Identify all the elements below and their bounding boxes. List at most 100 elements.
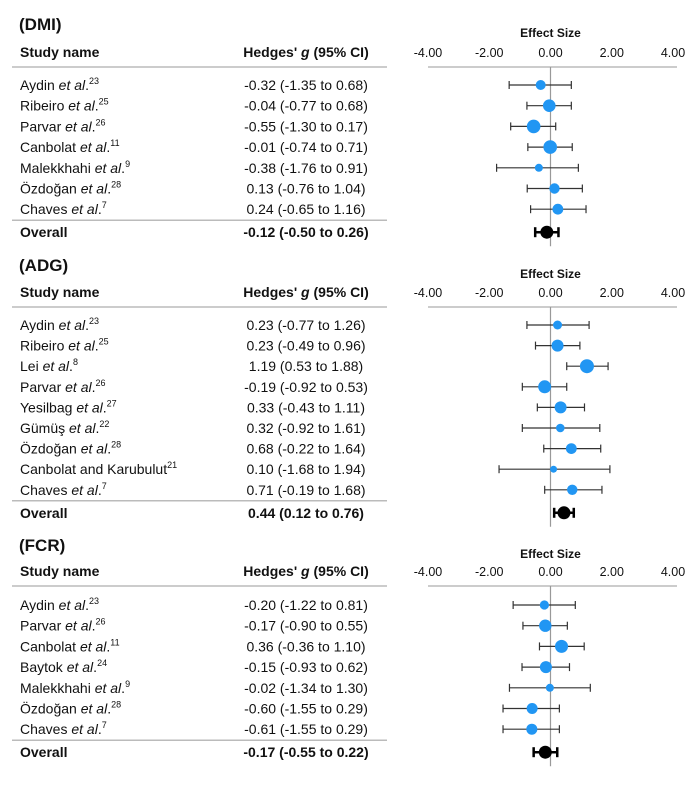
study-effect-label: -0.04 (-0.77 to 0.68) — [244, 98, 368, 114]
header-part: (95% CI) — [310, 284, 369, 300]
study-dot: . — [92, 618, 96, 634]
study-row: Özdoğan et al.28 0.13 (-0.76 to 1.04) — [20, 180, 583, 197]
study-name: Lei et al.8 — [20, 357, 78, 374]
study-etal: et al — [81, 441, 108, 457]
study-dot: . — [107, 701, 111, 717]
study-author: Parvar — [20, 118, 65, 134]
study-reference: 7 — [102, 720, 107, 730]
forest-panel-dmi: (DMI) Effect Size -4.00 -2.00 0.00 2.00 4.00 St… — [12, 15, 685, 247]
overall-effect-label: -0.17 (-0.55 to 0.22) — [243, 744, 368, 760]
study-etal: et al — [71, 201, 98, 217]
study-author: Ribeiro — [20, 98, 68, 114]
study-dot: . — [107, 181, 111, 197]
study-author: Gümüş — [20, 420, 69, 436]
study-dot: . — [98, 721, 102, 737]
study-effect-label: -0.15 (-0.93 to 0.62) — [244, 659, 368, 675]
study-reference: 9 — [125, 679, 130, 689]
study-dot: . — [95, 98, 99, 114]
axis-title: Effect Size — [520, 547, 581, 561]
tick-label: 4.00 — [661, 46, 685, 60]
effect-point — [551, 339, 564, 352]
study-effect-label: -0.55 (-1.30 to 0.17) — [244, 118, 368, 134]
study-row: Chaves et al.7 0.24 (-0.65 to 1.16) — [20, 200, 587, 217]
overall-label: Overall — [20, 224, 67, 240]
study-effect-label: -0.60 (-1.55 to 0.29) — [244, 701, 368, 717]
study-name: Yesilbag et al.27 — [20, 398, 117, 415]
study-etal: et al — [80, 139, 107, 155]
study-effect-label: -0.02 (-1.34 to 1.30) — [244, 680, 368, 696]
study-etal: et al — [71, 721, 98, 737]
study-row: Gümüş et al.22 0.32 (-0.92 to 1.61) — [20, 419, 601, 436]
study-name: Özdoğan et al.28 — [20, 700, 121, 717]
study-row: Aydin et al.23 -0.32 (-1.35 to 0.68) — [20, 76, 572, 93]
study-author: Malekkhahi — [20, 680, 95, 696]
study-author: Canbolat — [20, 139, 80, 155]
study-dot: . — [106, 139, 110, 155]
study-reference: 9 — [125, 159, 130, 169]
study-reference: 28 — [111, 180, 121, 190]
study-dot: . — [98, 201, 102, 217]
overall-label: Overall — [20, 505, 67, 521]
tick-label: 0.00 — [538, 46, 562, 60]
effect-point — [545, 683, 554, 692]
effect-point — [549, 183, 560, 194]
study-dot: . — [85, 317, 89, 333]
study-row: Ribeiro et al.25 0.23 (-0.49 to 0.96) — [20, 337, 581, 354]
study-etal: et al — [95, 160, 122, 176]
study-effect-label: 0.24 (-0.65 to 1.16) — [246, 201, 365, 217]
study-reference: 11 — [110, 138, 119, 148]
overall-row: Overall -0.12 (-0.50 to 0.26) — [20, 224, 560, 240]
study-etal: et al — [65, 118, 92, 134]
study-etal: et al — [76, 399, 103, 415]
tick-label: -2.00 — [475, 286, 504, 300]
study-etal: et al — [59, 317, 86, 333]
study-author: Lei — [20, 358, 43, 374]
study-reference: 23 — [89, 76, 99, 86]
study-name: Parvar et al.26 — [20, 378, 106, 395]
study-etal: et al — [65, 379, 92, 395]
effect-point — [539, 600, 549, 610]
study-reference: 28 — [111, 440, 121, 450]
header-g: g — [300, 44, 310, 60]
study-etal: et al — [69, 420, 96, 436]
tick-label: -4.00 — [414, 46, 443, 60]
effect-point — [552, 203, 564, 215]
study-name: Malekkhahi et al.9 — [20, 679, 130, 696]
study-reference: 24 — [97, 658, 107, 668]
study-effect-label: -0.17 (-0.90 to 0.55) — [244, 618, 368, 634]
tick-label: 4.00 — [661, 565, 685, 579]
header-part: Hedges' — [243, 563, 301, 579]
study-row: Özdoğan et al.28 0.68 (-0.22 to 1.64) — [20, 440, 602, 457]
study-row: Özdoğan et al.28 -0.60 (-1.55 to 0.29) — [20, 700, 560, 717]
panel-title: (DMI) — [19, 15, 61, 34]
study-dot: . — [121, 160, 125, 176]
column-header-study: Study name — [20, 44, 100, 60]
study-author: Parvar — [20, 618, 65, 634]
study-dot: . — [95, 338, 99, 354]
study-name: Ribeiro et al.25 — [20, 97, 109, 114]
study-name: Özdoğan et al.28 — [20, 440, 121, 457]
study-effect-label: 0.32 (-0.92 to 1.61) — [246, 420, 365, 436]
study-author: Özdoğan — [20, 700, 81, 717]
forest-panel-fcr: (FCR) Effect Size -4.00 -2.00 0.00 2.00 4.00 St… — [12, 536, 685, 767]
study-reference: 25 — [99, 337, 109, 347]
study-name: Chaves et al.7 — [20, 481, 107, 498]
effect-point — [539, 661, 552, 674]
study-reference: 26 — [95, 617, 105, 627]
study-row: Malekkhahi et al.9 -0.38 (-1.76 to 0.91) — [20, 159, 579, 176]
overall-label: Overall — [20, 744, 67, 760]
study-reference: 23 — [89, 596, 99, 606]
study-effect-label: -0.01 (-0.74 to 0.71) — [244, 139, 368, 155]
study-author: Canbolat and Karubulut — [20, 461, 167, 477]
study-effect-label: 0.36 (-0.36 to 1.10) — [246, 638, 365, 654]
study-effect-label: -0.61 (-1.55 to 0.29) — [244, 721, 368, 737]
effect-point — [526, 723, 538, 735]
axis-title: Effect Size — [520, 267, 581, 281]
study-reference: 26 — [95, 378, 105, 388]
study-reference: 25 — [99, 97, 109, 107]
study-etal: et al — [81, 181, 108, 197]
study-author: Malekkhahi — [20, 160, 95, 176]
study-dot: . — [92, 379, 96, 395]
study-row: Ribeiro et al.25 -0.04 (-0.77 to 0.68) — [20, 97, 572, 114]
effect-point — [543, 140, 557, 154]
